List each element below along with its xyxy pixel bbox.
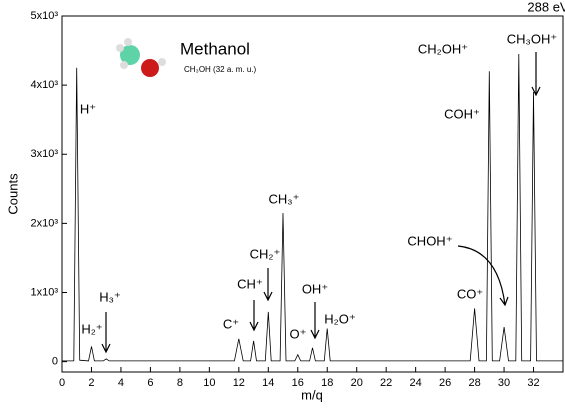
x-tick-label: 2 xyxy=(88,377,94,389)
peak-label: COH⁺ xyxy=(444,106,480,121)
peak-label: C⁺ xyxy=(223,316,239,331)
peak-label: CH₂OH⁺ xyxy=(418,41,468,56)
y-tick-label: 4x10³ xyxy=(30,79,58,91)
peak-label: H₂O⁺ xyxy=(324,311,355,326)
peak-label: CH₃OH⁺ xyxy=(507,31,557,46)
arrows xyxy=(101,52,541,354)
x-tick-label: 18 xyxy=(321,377,333,389)
y-tick-label: 2x10³ xyxy=(30,217,58,229)
x-tick-label: 20 xyxy=(351,377,363,389)
molecule-icon xyxy=(116,38,166,77)
y-tick-label: 1x10³ xyxy=(30,286,58,298)
peak-label: CO⁺ xyxy=(457,286,483,301)
peak-label: OH⁺ xyxy=(302,281,328,296)
chart-title: Methanol xyxy=(180,39,250,58)
x-tick-label: 30 xyxy=(498,377,510,389)
energy-label: 288 eV xyxy=(527,0,565,14)
y-tick-label: 5x10³ xyxy=(30,10,58,22)
x-tick-label: 0 xyxy=(59,377,65,389)
plot-frame xyxy=(61,15,564,373)
x-tick-label: 14 xyxy=(262,377,274,389)
x-tick-label: 24 xyxy=(410,377,422,389)
chart-subtitle: CH₃OH (32 a. m. u.) xyxy=(184,65,256,74)
x-tick-label: 32 xyxy=(527,377,539,389)
peak-label: CHOH⁺ xyxy=(407,233,452,248)
peak-label: CH₃⁺ xyxy=(269,191,300,206)
peak-label: O⁺ xyxy=(290,326,307,341)
x-tick-label: 8 xyxy=(177,377,183,389)
x-tick-label: 26 xyxy=(439,377,451,389)
peak-label: CH₂⁺ xyxy=(250,246,281,261)
x-tick-label: 28 xyxy=(468,377,480,389)
x-tick-label: 6 xyxy=(147,377,153,389)
spectrum-line xyxy=(62,53,563,362)
x-tick-label: 22 xyxy=(380,377,392,389)
x-axis-label: m/q xyxy=(301,387,323,402)
x-tick-label: 12 xyxy=(233,377,245,389)
y-tick-label: 3x10³ xyxy=(30,148,58,160)
x-tick-label: 10 xyxy=(203,377,215,389)
x-tick-label: 16 xyxy=(292,377,304,389)
peak-label: H₂⁺ xyxy=(81,321,102,336)
x-tick-label: 4 xyxy=(118,377,124,389)
y-tick-label: 0 xyxy=(52,356,58,368)
peak-label: H⁺ xyxy=(80,101,96,116)
peak-label: CH⁺ xyxy=(237,276,263,291)
y-axis-label: Counts xyxy=(5,173,20,215)
peak-label: H₃⁺ xyxy=(99,289,121,304)
